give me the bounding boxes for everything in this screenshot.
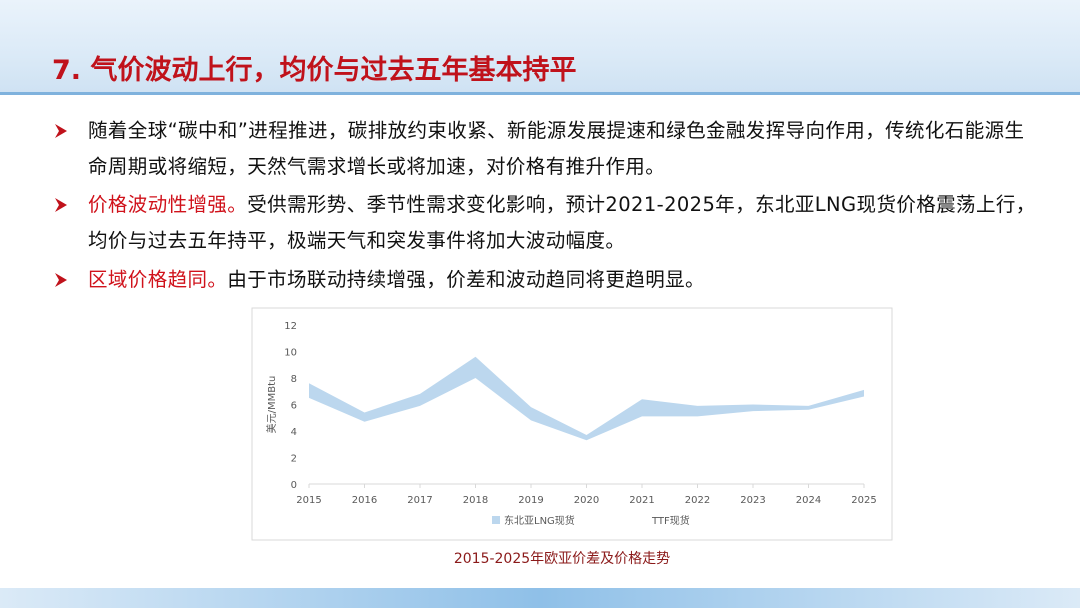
y-tick-label: 0 [291,480,297,491]
bullet-text: 随着全球“碳中和”进程推进，碳排放约束收紧、新能源发展提速和绿色金融发挥导向作用… [88,119,1025,178]
bullet: 区域价格趋同。由于市场联动持续增强，价差和波动趋同将更趋明显。 [88,262,1038,298]
y-tick-label: 2 [291,454,297,465]
legend-label: 东北亚LNG现货 [504,514,575,527]
chart-caption: 2015-2025年欧亚价差及价格走势 [454,551,670,567]
x-tick-label: 2015 [296,495,321,506]
legend-label: TTF现货 [651,514,690,527]
bullet-marker [55,198,67,212]
bullet-text: 由于市场联动持续增强，价差和波动趋同将更趋明显。 [227,268,705,291]
bullet-text: 受供需形势、季节性需求变化影响，预计2021-2025年，东北亚LNG现货价格震… [88,193,1036,252]
y-tick-label: 10 [284,348,297,359]
slide-title: 7. 气价波动上行，均价与过去五年基本持平 [52,55,577,86]
chart-frame [251,307,893,541]
x-tick-label: 2023 [740,495,765,506]
bullet-highlight: 价格波动性增强。 [88,193,248,216]
footer-band [0,588,1080,608]
x-tick-label: 2017 [407,495,432,506]
bullet-marker [55,124,67,138]
x-tick-label: 2016 [352,495,377,506]
y-tick-label: 8 [291,374,297,385]
bullet-highlight: 区域价格趋同。 [88,268,228,291]
y-axis-label: 美元/MMBtu [265,376,278,434]
bullet: 价格波动性增强。受供需形势、季节性需求变化影响，预计2021-2025年，东北亚… [88,187,1038,259]
bullet: 随着全球“碳中和”进程推进，碳排放约束收紧、新能源发展提速和绿色金融发挥导向作用… [88,113,1038,185]
x-tick-label: 2025 [851,495,876,506]
legend-swatch [492,516,500,524]
bullet-marker [55,273,67,287]
x-tick-label: 2020 [574,495,599,506]
x-tick-label: 2021 [629,495,654,506]
x-tick-label: 2022 [685,495,710,506]
y-tick-label: 4 [291,427,297,438]
y-tick-label: 6 [291,401,297,412]
y-tick-label: 12 [284,321,297,332]
x-tick-label: 2019 [518,495,543,506]
header-band [0,0,1080,95]
range-band [309,356,864,441]
x-tick-label: 2018 [463,495,488,506]
x-tick-label: 2024 [796,495,821,506]
